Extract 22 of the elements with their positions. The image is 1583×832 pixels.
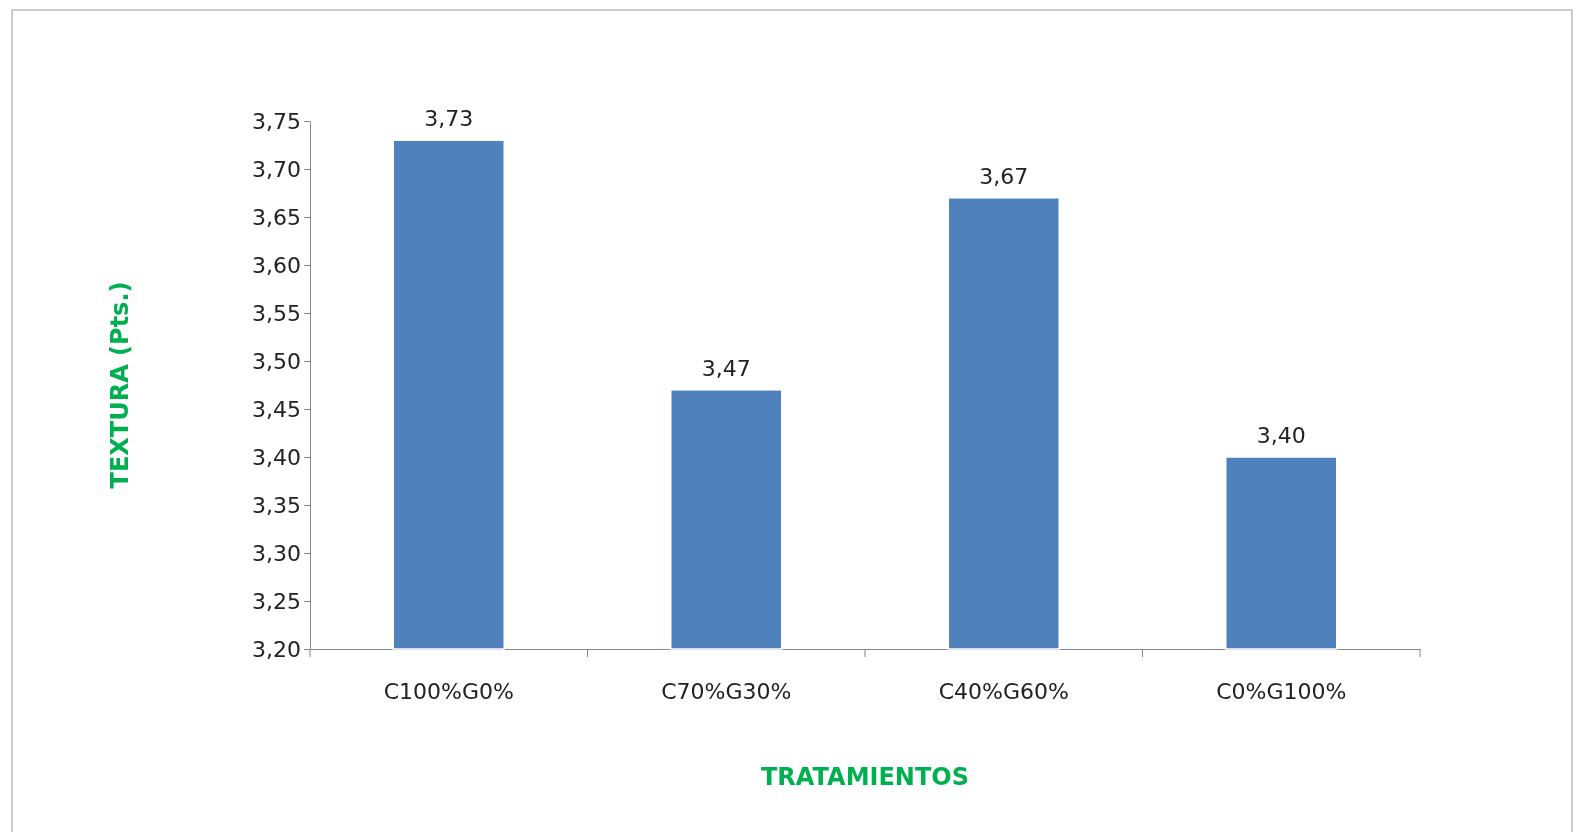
x-tick-label: C100%G0%	[383, 678, 514, 704]
y-tick-label: 3,60	[252, 252, 301, 278]
data-label: 3,67	[979, 163, 1029, 189]
y-tick-label: 3,30	[252, 540, 301, 566]
y-tick-label: 3,35	[252, 492, 301, 518]
x-tick-label: C40%G60%	[938, 678, 1069, 704]
y-tick-label: 3,75	[252, 108, 301, 134]
data-label: 3,73	[424, 106, 474, 132]
y-axis-title: TEXTURA (Pts.)	[106, 281, 134, 489]
y-tick-label: 3,70	[252, 156, 301, 182]
x-tick-label: C0%G100%	[1216, 678, 1347, 704]
y-tick-label: 3,45	[252, 396, 301, 422]
y-tick-label: 3,65	[252, 204, 301, 230]
y-tick-label: 3,55	[252, 300, 301, 326]
y-tick-label: 3,25	[252, 588, 301, 614]
x-axis-title: TRATAMIENTOS	[761, 763, 969, 791]
x-tick-label: C70%G30%	[661, 678, 792, 704]
data-label: 3,47	[701, 355, 751, 381]
data-label: 3,40	[1256, 423, 1306, 448]
y-tick-label: 3,20	[252, 636, 301, 662]
y-tick-label: 3,40	[252, 444, 301, 470]
y-tick-label: 3,50	[252, 348, 301, 374]
